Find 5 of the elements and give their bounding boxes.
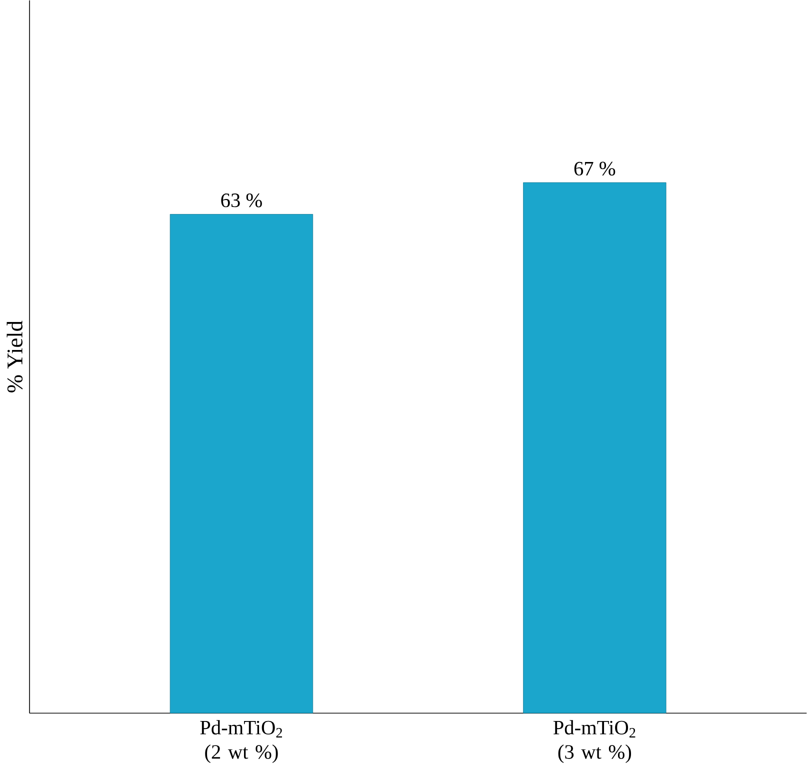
x-tick-label: Pd-mTiO$_{2}$ (3 wt %) <box>553 720 636 764</box>
data-label: 63 % <box>221 194 262 208</box>
data-label: 67 % <box>574 162 616 176</box>
y-axis-title: % Yield <box>6 320 23 392</box>
x-tick-label: Pd-mTiO$_{2}$ (2 wt %) <box>200 720 282 764</box>
